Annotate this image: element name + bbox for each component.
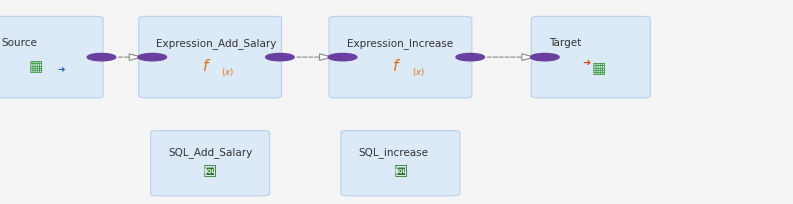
Text: Target: Target xyxy=(549,38,581,48)
Text: $(x)$: $(x)$ xyxy=(221,65,234,78)
Text: ➜: ➜ xyxy=(57,65,65,74)
Text: SQL_increase: SQL_increase xyxy=(358,147,428,158)
Polygon shape xyxy=(522,54,534,60)
Text: Expression_Add_Salary: Expression_Add_Salary xyxy=(156,38,277,49)
Text: ▦: ▦ xyxy=(29,59,43,74)
FancyBboxPatch shape xyxy=(341,131,460,196)
Text: ▣: ▣ xyxy=(393,163,408,178)
Text: Expression_Increase: Expression_Increase xyxy=(347,38,453,49)
Polygon shape xyxy=(129,54,142,60)
Text: $f$: $f$ xyxy=(392,58,401,74)
Text: SQL_Add_Salary: SQL_Add_Salary xyxy=(168,147,252,158)
Circle shape xyxy=(87,53,116,61)
Text: $f$: $f$ xyxy=(201,58,211,74)
Circle shape xyxy=(531,53,559,61)
Circle shape xyxy=(138,53,167,61)
Text: $(x)$: $(x)$ xyxy=(412,65,424,78)
Text: ▦: ▦ xyxy=(592,61,606,76)
Polygon shape xyxy=(320,54,332,60)
FancyBboxPatch shape xyxy=(329,16,472,98)
Text: SQL: SQL xyxy=(394,168,407,173)
Text: Source: Source xyxy=(2,38,37,48)
Circle shape xyxy=(328,53,357,61)
FancyBboxPatch shape xyxy=(0,16,103,98)
FancyBboxPatch shape xyxy=(151,131,270,196)
FancyBboxPatch shape xyxy=(531,16,650,98)
Text: SQL: SQL xyxy=(204,168,216,173)
Text: ▣: ▣ xyxy=(203,163,217,178)
FancyBboxPatch shape xyxy=(139,16,282,98)
Circle shape xyxy=(266,53,294,61)
Text: ➜: ➜ xyxy=(583,59,591,69)
Circle shape xyxy=(456,53,485,61)
